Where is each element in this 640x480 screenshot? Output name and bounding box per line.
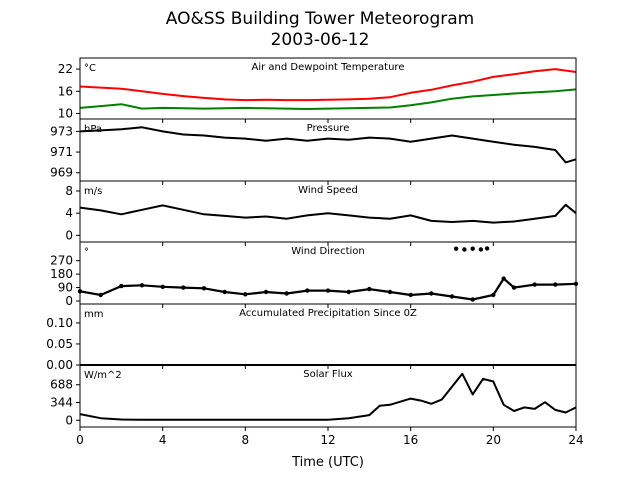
xtick-label: 20 xyxy=(486,433,501,447)
solar-series-line-0 xyxy=(79,372,577,421)
wind_direction-ytick-label: 0 xyxy=(65,294,73,308)
panel-temp: 10 16 22 °C Air and Dewpoint Temperature xyxy=(58,57,577,123)
precip-ytick-label: 0.05 xyxy=(46,337,73,351)
solar-ytick-label: 344 xyxy=(50,396,73,410)
wind_direction-point xyxy=(470,246,475,251)
wind_direction-ytick-label: 90 xyxy=(58,281,73,295)
precip-panel-title: Accumulated Precipitation Since 0Z xyxy=(239,308,417,319)
solar-unit-label: W/m^2 xyxy=(84,370,122,381)
wind_direction-point xyxy=(462,247,467,252)
pressure-ytick-label: 969 xyxy=(50,166,73,180)
wind_speed-series-line-0 xyxy=(79,203,577,224)
xtick-label: 4 xyxy=(159,433,167,447)
temp-ytick-label: 16 xyxy=(58,84,73,98)
temp-panel-title: Air and Dewpoint Temperature xyxy=(252,62,405,73)
precip-unit-label: mm xyxy=(84,309,103,320)
wind_direction-trace xyxy=(79,276,577,301)
figure-title: AO&SS Building Tower Meteorogram xyxy=(166,9,474,29)
solar-ytick-label: 688 xyxy=(50,378,73,392)
pressure-panel-title: Pressure xyxy=(307,123,350,134)
temp-ytick-label: 22 xyxy=(58,62,73,76)
xtick-label: 24 xyxy=(568,433,583,447)
panel-wind_speed: 0 4 8 m/s Wind Speed xyxy=(65,180,577,246)
solar-ytick-label: 0 xyxy=(65,413,73,427)
wind_speed-panel-title: Wind Speed xyxy=(298,185,358,196)
pressure-series-line-0 xyxy=(79,126,577,164)
xtick-label: 16 xyxy=(403,433,418,447)
wind_speed-ytick-label: 0 xyxy=(65,228,73,242)
xtick-label: 0 xyxy=(76,433,84,447)
wind_speed-ytick-label: 4 xyxy=(65,206,73,220)
wind_direction-ytick-label: 270 xyxy=(50,254,73,268)
wind_direction-panel-title: Wind Direction xyxy=(291,246,365,257)
pressure-ytick-label: 973 xyxy=(50,124,73,138)
pressure-ytick-label: 971 xyxy=(50,145,73,159)
panel-solar: 0 344 688 W/m^2 Solar Flux 0 4 8 12 16 20 24 xyxy=(50,364,584,447)
xtick-label: 8 xyxy=(242,433,250,447)
wind_speed-unit-label: m/s xyxy=(84,186,102,197)
solar-panel-title: Solar Flux xyxy=(303,369,353,380)
x-axis-label: Time (UTC) xyxy=(291,455,364,470)
temp-unit-label: °C xyxy=(84,63,96,74)
wind_speed-ytick-label: 8 xyxy=(65,184,73,198)
panel-precip: 0.00 0.05 0.10 mm Accumulated Precipitation … xyxy=(46,303,577,372)
precip-ytick-label: 0.10 xyxy=(46,316,73,330)
wind_direction-ytick-label: 180 xyxy=(50,267,73,281)
panel-pressure: 969 971 973 hPa Pressure xyxy=(50,118,577,185)
temp-ytick-label: 10 xyxy=(58,106,73,120)
wind_direction-unit-label: ° xyxy=(84,247,89,258)
temp-series-line-0 xyxy=(79,68,577,102)
precip-ytick-label: 0.00 xyxy=(46,358,73,372)
pressure-unit-label: hPa xyxy=(84,124,102,135)
figure-subtitle: 2003-06-12 xyxy=(271,30,370,50)
temp-series-line-1 xyxy=(79,88,577,110)
wind_direction-point xyxy=(478,247,484,252)
wind_direction-point xyxy=(453,246,459,251)
xtick-label: 12 xyxy=(320,433,335,447)
wind_direction-point xyxy=(484,246,490,251)
